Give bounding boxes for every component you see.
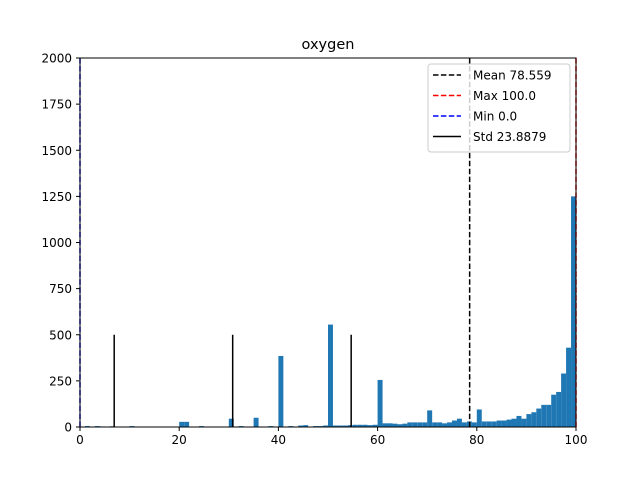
y-tick-label-2: 500 — [49, 328, 72, 342]
histogram-bar-13 — [278, 355, 284, 427]
histogram-bar-65 — [551, 394, 557, 427]
x-tick-label-1: 20 — [172, 433, 187, 447]
y-tick-label-7: 1750 — [41, 98, 72, 112]
histogram-bar-53 — [491, 421, 497, 427]
x-tick-label-5: 100 — [565, 433, 588, 447]
histogram-bar-16 — [303, 425, 309, 427]
axes: 0 20 40 60 80 1000250500750100012501500175020… — [41, 52, 587, 448]
histogram-bar-35 — [402, 423, 408, 427]
histogram-bar-24 — [347, 425, 353, 427]
histogram-bar-56 — [506, 419, 512, 427]
histogram-bar-43 — [442, 423, 448, 427]
histogram-bar-30 — [377, 379, 383, 427]
histogram-bar-26 — [357, 424, 363, 427]
histogram-bars — [84, 196, 576, 428]
histogram-bar-21 — [332, 425, 338, 427]
histogram-bar-54 — [496, 420, 502, 427]
histogram-bar-57 — [511, 418, 517, 427]
histogram-bar-52 — [486, 421, 492, 427]
y-tick-label-4: 1000 — [41, 236, 72, 250]
histogram-bar-66 — [556, 391, 562, 427]
histogram-bar-40 — [427, 410, 433, 427]
histogram-bar-50 — [476, 409, 482, 427]
histogram-bar-34 — [397, 424, 403, 427]
histogram-bar-32 — [387, 423, 393, 427]
x-tick-label-0: 0 — [76, 433, 84, 447]
histogram-bar-7 — [184, 421, 190, 427]
histogram-bar-9 — [228, 418, 234, 427]
histogram-bar-15 — [298, 425, 304, 427]
legend: Mean 78.559 Max 100.0 Min 0.0 Std 23.8879 — [427, 63, 571, 153]
legend-box — [427, 63, 571, 153]
histogram-bar-55 — [501, 420, 507, 427]
histogram-bar-62 — [536, 408, 542, 427]
histogram-bar-63 — [541, 404, 547, 427]
histogram-bar-29 — [372, 424, 378, 427]
histogram-bar-64 — [546, 404, 552, 427]
y-tick-label-5: 1250 — [41, 190, 72, 204]
legend-label-3: Std 23.8879 — [473, 130, 546, 144]
y-tick-label-6: 1500 — [41, 144, 72, 158]
y-tick-label-0: 0 — [64, 421, 72, 435]
histogram-bar-38 — [417, 422, 423, 427]
histogram-bar-6 — [179, 421, 185, 427]
histogram-bar-20 — [328, 324, 333, 427]
histogram-bar-67 — [561, 373, 567, 427]
histogram-bar-61 — [531, 412, 537, 427]
x-tick-label-3: 60 — [370, 433, 385, 447]
histogram-bar-25 — [352, 424, 358, 427]
histogram-bar-69 — [571, 196, 576, 428]
histogram-bar-51 — [481, 421, 487, 427]
histogram-bar-28 — [367, 425, 373, 427]
histogram-bar-42 — [437, 422, 443, 427]
histogram-bar-27 — [362, 424, 368, 427]
histogram-bar-33 — [392, 423, 398, 427]
chart-title: oxygen — [302, 37, 355, 53]
y-tick-label-1: 250 — [49, 374, 72, 388]
histogram-bar-49 — [471, 422, 477, 427]
histogram-bar-41 — [432, 422, 438, 427]
histogram-bar-60 — [526, 414, 532, 427]
histogram-bar-11 — [253, 417, 259, 427]
histogram-bar-44 — [447, 422, 452, 427]
legend-label-1: Max 100.0 — [473, 89, 536, 103]
y-tick-label-8: 2000 — [41, 52, 72, 66]
histogram-bar-31 — [382, 423, 388, 427]
legend-label-0: Mean 78.559 — [473, 69, 552, 83]
histogram-bar-46 — [456, 418, 462, 427]
histogram-bar-23 — [342, 425, 348, 427]
histogram-bar-39 — [422, 422, 428, 427]
histogram-bar-37 — [412, 422, 418, 427]
histogram-bar-59 — [521, 418, 527, 427]
x-tick-label-2: 40 — [271, 433, 286, 447]
y-tick-label-3: 750 — [49, 282, 72, 296]
histogram-bar-47 — [461, 422, 467, 427]
histogram-bar-36 — [407, 422, 413, 427]
histogram-bar-45 — [452, 420, 457, 427]
legend-label-2: Min 0.0 — [473, 110, 517, 124]
histogram-bar-19 — [323, 425, 328, 427]
x-tick-label-4: 80 — [469, 433, 484, 447]
histogram-bar-68 — [566, 347, 572, 427]
histogram-bar-22 — [337, 425, 343, 427]
histogram-bar-58 — [516, 415, 522, 427]
